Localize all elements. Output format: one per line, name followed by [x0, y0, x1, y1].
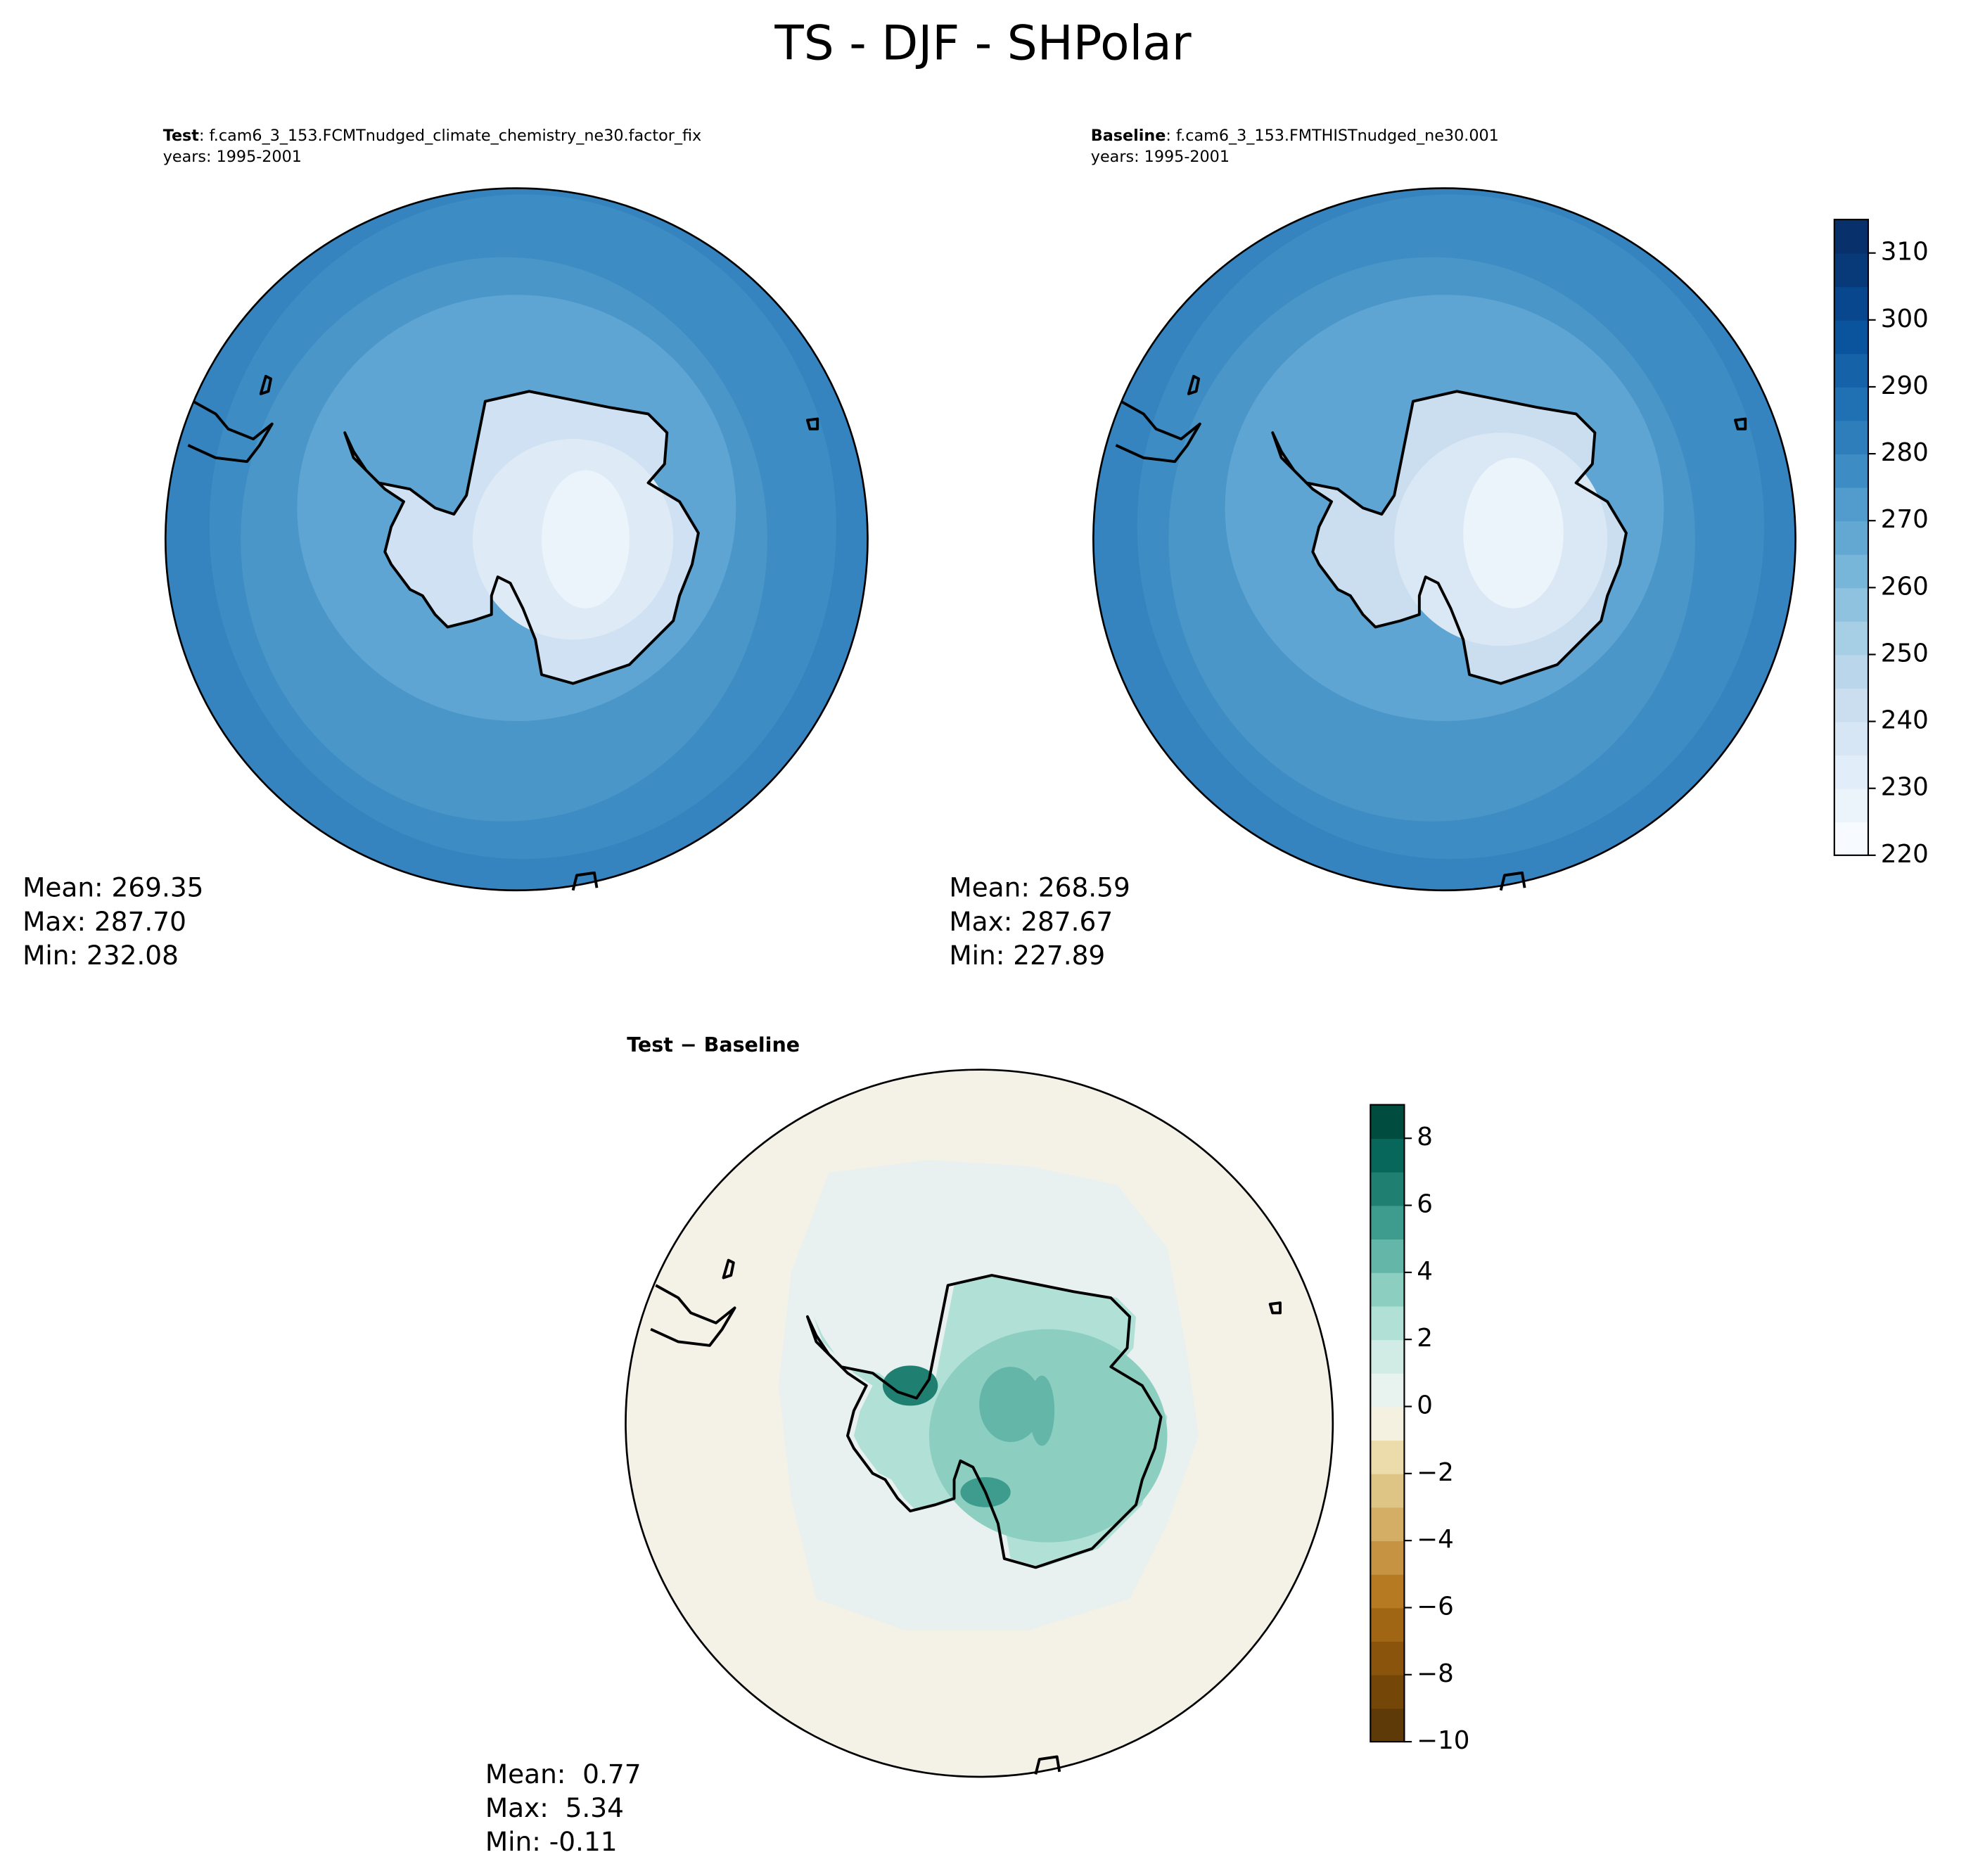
colorbar-level — [1834, 420, 1868, 454]
colorbar-level — [1370, 1641, 1405, 1676]
colorbar-tick-label: 290 — [1881, 371, 1929, 400]
figure-title: TS - DJF - SHPolar — [774, 15, 1191, 71]
stat: Mean: 0.77 — [485, 1759, 641, 1789]
colorbar-level — [1370, 1540, 1405, 1575]
colorbar-level — [1370, 1607, 1405, 1642]
colorbar-level — [1370, 1574, 1405, 1609]
colorbar-level — [1370, 1138, 1405, 1173]
panel-header: Test: f.cam6_3_153.FCMTnudged_climate_ch… — [163, 127, 702, 145]
colorbar-level — [1834, 788, 1868, 823]
colorbar-level — [1834, 386, 1868, 421]
colorbar-tick-label: 260 — [1881, 572, 1929, 601]
colorbar-level — [1834, 620, 1868, 656]
colorbar-level — [1370, 1674, 1405, 1709]
stat: Min: 227.89 — [949, 940, 1105, 971]
colorbar-tick-label: −10 — [1417, 1726, 1469, 1755]
stat: Mean: 268.59 — [949, 872, 1130, 903]
panel-label: Test − Baseline — [627, 1033, 800, 1057]
colorbar-level — [1834, 554, 1868, 589]
stat: Max: 287.70 — [23, 906, 186, 937]
colorbar-level — [1370, 1171, 1405, 1206]
colorbar-level — [1834, 521, 1868, 555]
colorbar-tick-label: 310 — [1881, 238, 1929, 267]
colorbar-tick-label: −2 — [1417, 1458, 1454, 1487]
colorbar-tick-label: −4 — [1417, 1525, 1454, 1554]
colorbar-level — [1834, 353, 1868, 388]
map-baseline — [1092, 187, 1796, 892]
stat: Min: 232.08 — [23, 940, 179, 971]
colorbar-tick-label: 4 — [1417, 1257, 1433, 1286]
colorbar-tick-label: −8 — [1417, 1659, 1454, 1688]
colorbar-frame — [1370, 1104, 1405, 1743]
colorbar-tick-label: 250 — [1881, 639, 1929, 668]
colorbar-level — [1834, 654, 1868, 689]
colorbar-level — [1370, 1339, 1405, 1374]
colorbar-level — [1370, 1272, 1405, 1307]
colorbar-level — [1370, 1306, 1405, 1341]
stat: Max: 5.34 — [485, 1792, 624, 1823]
years: years: 1995-2001 — [163, 148, 302, 166]
colorbar-level — [1370, 1372, 1405, 1408]
colorbar-level — [1834, 822, 1868, 856]
colorbar-level — [1834, 688, 1868, 722]
colorbar-level — [1370, 1473, 1405, 1508]
colorbar-tick-label: 300 — [1881, 305, 1929, 333]
stat: Mean: 269.35 — [23, 872, 203, 903]
colorbar-tick-label: 2 — [1417, 1324, 1433, 1353]
stat: Max: 287.67 — [949, 906, 1113, 937]
case-name: : f.cam6_3_153.FCMTnudged_climate_chemis… — [199, 127, 701, 145]
colorbar-level — [1370, 1708, 1405, 1742]
colorbar-tick-label: 0 — [1417, 1391, 1433, 1420]
colorbar-level — [1370, 1440, 1405, 1474]
colorbar-tick-label: 220 — [1881, 840, 1929, 869]
colorbar-tick-label: 280 — [1881, 438, 1929, 467]
years: years: 1995-2001 — [1091, 148, 1230, 166]
colorbar-frame — [1833, 219, 1870, 856]
colorbar-level — [1370, 1507, 1405, 1542]
colorbar-tick-label: 8 — [1417, 1123, 1433, 1151]
stat: Min: -0.11 — [485, 1826, 618, 1857]
colorbar-level — [1834, 454, 1868, 488]
map-difference — [625, 1068, 1334, 1778]
colorbar-tick-label: 270 — [1881, 505, 1929, 534]
colorbar-level — [1370, 1205, 1405, 1240]
panel-label: Test — [163, 127, 200, 145]
colorbar-level — [1370, 1104, 1405, 1140]
panel-label: Baseline — [1091, 127, 1166, 145]
colorbar-level — [1834, 755, 1868, 789]
panel-header: Baseline: f.cam6_3_153.FMTHISTnudged_ne3… — [1091, 127, 1499, 145]
map-test — [164, 187, 869, 892]
colorbar-level — [1834, 487, 1868, 522]
colorbar-level — [1834, 721, 1868, 756]
colorbar-tick-label: 230 — [1881, 773, 1929, 802]
colorbar-level — [1834, 587, 1868, 622]
colorbar-level — [1834, 253, 1868, 288]
colorbar-tick-label: 6 — [1417, 1190, 1433, 1219]
colorbar-tick-label: 240 — [1881, 706, 1929, 735]
colorbar-tick-label: −6 — [1417, 1592, 1454, 1621]
colorbar-level — [1370, 1406, 1405, 1441]
colorbar-level — [1834, 286, 1868, 321]
colorbar-level — [1370, 1239, 1405, 1273]
colorbar-level — [1834, 219, 1868, 254]
colorbar-level — [1834, 319, 1868, 355]
case-name: : f.cam6_3_153.FMTHISTnudged_ne30.001 — [1166, 127, 1498, 145]
